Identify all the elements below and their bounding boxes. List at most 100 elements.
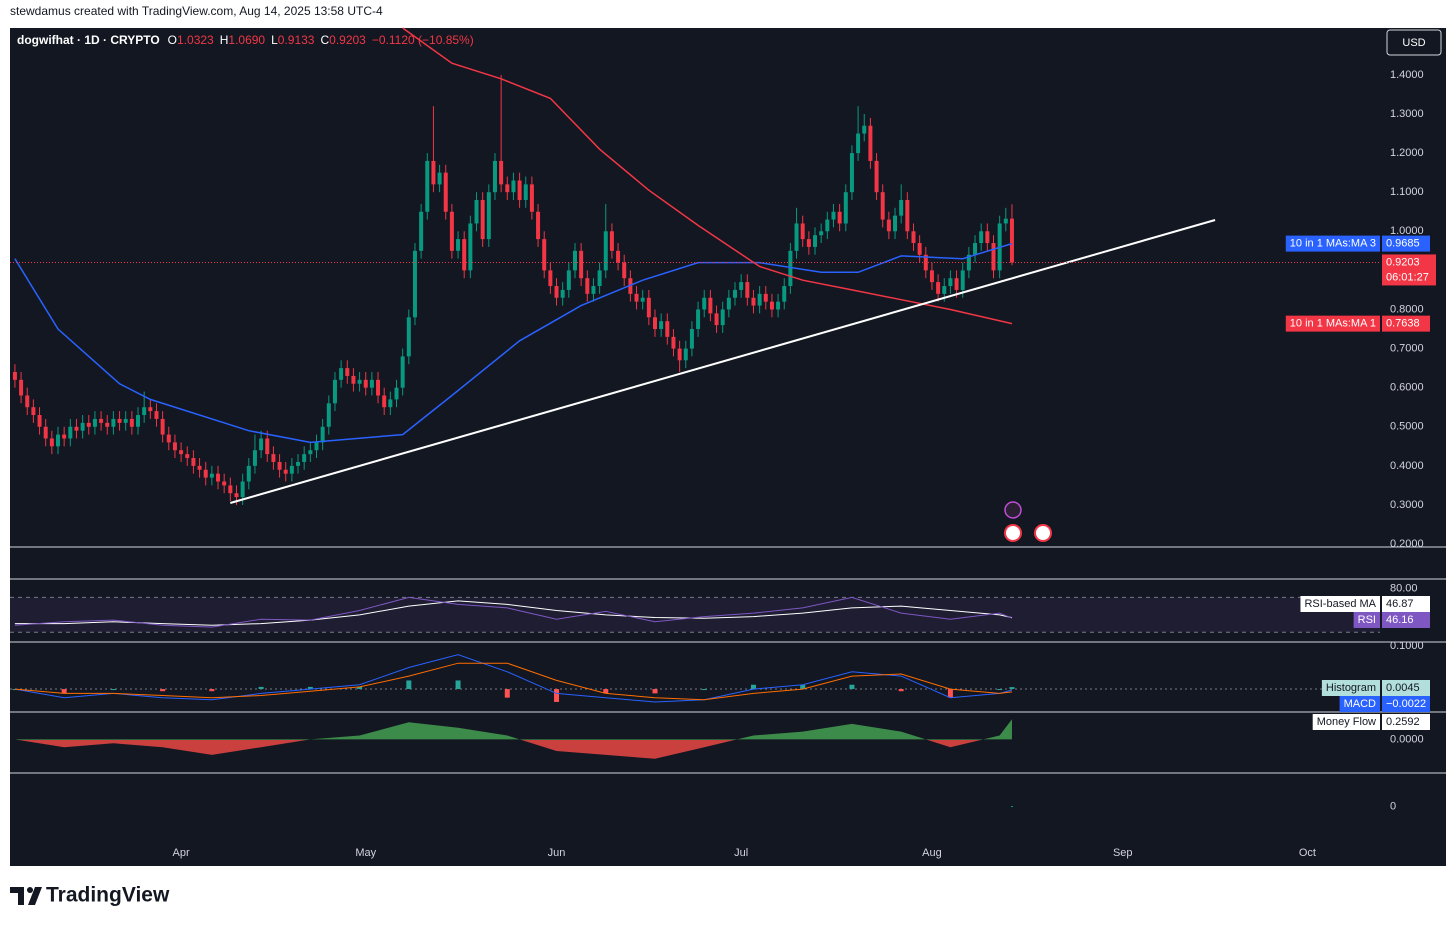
candle-body xyxy=(382,395,387,408)
tag-name-box xyxy=(1312,714,1380,730)
tag-name: Histogram xyxy=(1326,682,1376,694)
candle-body xyxy=(843,192,848,224)
candle-body xyxy=(591,286,596,294)
tag-value: −0.0022 xyxy=(1386,698,1426,710)
credit: stewdamus created with TradingView.com, … xyxy=(10,4,383,18)
legend-value: 1.0690 xyxy=(228,33,265,47)
candle-body xyxy=(228,485,233,494)
logo-mark xyxy=(10,887,42,905)
moving-average xyxy=(402,27,1013,325)
histogram-bar xyxy=(554,689,560,702)
candle-body xyxy=(80,422,85,431)
histogram-bar xyxy=(997,689,1003,691)
tag-name: 10 in 1 MAs:MA 1 xyxy=(1290,318,1376,330)
candle-body xyxy=(825,219,830,232)
tag-value-box xyxy=(1382,235,1430,252)
candle-body xyxy=(560,289,565,298)
candle-body xyxy=(757,293,762,306)
candle-body xyxy=(394,387,399,400)
candle-body xyxy=(523,184,528,201)
histogram-bar xyxy=(209,689,215,692)
tag-value: 46.16 xyxy=(1386,614,1414,626)
point xyxy=(1010,806,1013,807)
candle-body xyxy=(19,379,24,396)
candle-body xyxy=(339,368,344,380)
candle-body xyxy=(203,469,208,478)
candle-body xyxy=(609,231,614,251)
area-positive xyxy=(14,719,1012,740)
candle-body xyxy=(566,270,571,290)
indicator-line xyxy=(14,662,1013,701)
histogram-bar xyxy=(258,686,264,690)
candle-body xyxy=(517,180,522,201)
candle-body xyxy=(683,348,688,361)
legend-key: O xyxy=(168,33,177,47)
tag-value: 0.9685 xyxy=(1386,238,1420,250)
legend-value: 0.9133 xyxy=(278,33,315,47)
footer-logo xyxy=(10,887,42,905)
y-tick-label: 1.3000 xyxy=(1390,108,1424,120)
event-icon[interactable] xyxy=(1004,524,1022,542)
candle-body xyxy=(966,254,971,271)
legend-key: H xyxy=(220,33,229,47)
tag-value: 46.87 xyxy=(1386,598,1414,610)
candle-body xyxy=(240,481,245,498)
candle-body xyxy=(92,418,97,427)
candle-body xyxy=(277,461,282,470)
candle-body xyxy=(283,469,288,474)
tag-value-box xyxy=(1382,315,1430,332)
y-tick-label: 0.0000 xyxy=(1390,733,1424,745)
candle-body xyxy=(400,356,405,388)
candle-body xyxy=(456,239,461,251)
candle-body xyxy=(25,395,30,408)
candle-body xyxy=(979,231,984,244)
candle-body xyxy=(105,422,110,427)
candle-body xyxy=(154,411,159,419)
trendline xyxy=(230,219,1216,504)
tag-name: 10 in 1 MAs:MA 3 xyxy=(1290,238,1376,250)
candle-body xyxy=(265,438,270,455)
candle-body xyxy=(862,125,867,134)
candle-body xyxy=(191,458,196,466)
brand: TradingView xyxy=(46,884,170,907)
candle-body xyxy=(769,301,774,310)
candle-body xyxy=(616,250,621,263)
candle-body xyxy=(86,422,91,427)
candle-body xyxy=(443,172,448,212)
candle-body xyxy=(739,282,744,290)
candle-body xyxy=(831,211,836,220)
candle-body xyxy=(696,309,701,330)
candle-body xyxy=(129,418,134,427)
candle-body xyxy=(222,481,227,486)
candle-body xyxy=(74,426,79,431)
event-icon[interactable] xyxy=(1034,524,1052,542)
candle-body xyxy=(960,270,965,290)
tag-value: 0.7638 xyxy=(1386,318,1420,330)
pane-separators xyxy=(10,546,1446,774)
indicator-line xyxy=(14,654,1013,703)
candle-body xyxy=(917,243,922,255)
candle-body xyxy=(259,438,264,451)
x-tick-label: May xyxy=(355,847,376,859)
event-icons[interactable] xyxy=(1004,501,1052,542)
candle-body xyxy=(886,219,891,232)
candle-body xyxy=(868,125,873,161)
axis-tag: 46.16 RSI xyxy=(1353,612,1430,628)
tag-name: MACD xyxy=(1344,698,1376,710)
histogram-bar xyxy=(603,689,609,694)
candle-body xyxy=(511,180,516,193)
tag-value: 0.0045 xyxy=(1386,682,1420,694)
y-tick-label: 0.1000 xyxy=(1390,640,1424,652)
currency-button[interactable] xyxy=(1386,29,1442,56)
currency[interactable]: USD xyxy=(1402,37,1425,49)
candle-body xyxy=(652,317,657,330)
candle-body xyxy=(289,465,294,474)
legend-change: −0.1120 (−10.85%) xyxy=(372,33,474,47)
candle-body xyxy=(776,301,781,310)
event-icon[interactable] xyxy=(1004,501,1022,519)
candle-body xyxy=(702,297,707,310)
candle-body xyxy=(412,250,417,318)
candle-body xyxy=(209,473,214,478)
candle-body xyxy=(849,153,854,193)
candle-body xyxy=(474,200,479,224)
